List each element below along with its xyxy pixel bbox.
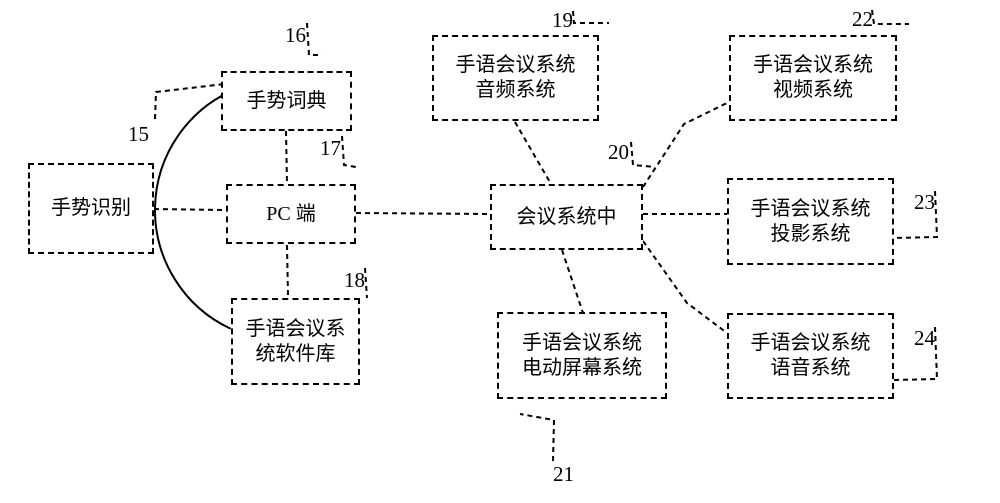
node-n17: PC 端: [226, 184, 356, 244]
node-n20: 会议系统中: [490, 184, 643, 250]
num-n20: 20: [608, 140, 629, 165]
node-n16: 手势词典: [221, 71, 352, 131]
num-n21: 21: [553, 462, 574, 487]
node-n22: 手语会议系统 视频系统: [729, 35, 897, 121]
node-n19: 手语会议系统 音频系统: [432, 35, 599, 121]
node-label: 手语会议系统 投影系统: [751, 197, 871, 247]
num-n24: 24: [914, 326, 935, 351]
node-n23: 手语会议系统 投影系统: [727, 178, 894, 265]
node-n15: 手势识别: [28, 163, 154, 254]
num-n23: 23: [914, 190, 935, 215]
num-n17: 17: [320, 136, 341, 161]
num-n19: 19: [552, 8, 573, 33]
node-label: 手势词典: [247, 89, 327, 114]
num-n16: 16: [285, 23, 306, 48]
num-n22: 22: [852, 7, 873, 32]
node-label: 会议系统中: [517, 205, 617, 230]
node-label: 手语会议系统 电动屏幕系统: [522, 331, 642, 381]
num-n15: 15: [128, 122, 149, 147]
node-n21: 手语会议系统 电动屏幕系统: [497, 312, 667, 399]
node-label: 手语会议系统 视频系统: [753, 53, 873, 103]
node-label: 手语会议系统 语音系统: [751, 331, 871, 381]
num-n18: 18: [344, 268, 365, 293]
node-n24: 手语会议系统 语音系统: [727, 313, 894, 399]
node-label: 手语会议系统 音频系统: [456, 53, 576, 103]
node-label: 手语会议系 统软件库: [246, 317, 346, 367]
node-label: 手势识别: [51, 196, 131, 221]
node-n18: 手语会议系 统软件库: [231, 298, 360, 385]
node-label: PC 端: [266, 202, 315, 227]
